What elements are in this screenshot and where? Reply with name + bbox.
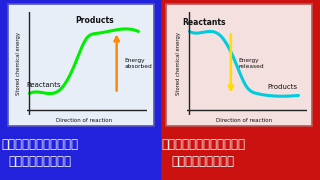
Text: Direction of reaction: Direction of reaction (56, 118, 112, 123)
Text: Stored chemical energy: Stored chemical energy (16, 32, 21, 95)
Text: Direction of reaction: Direction of reaction (216, 118, 272, 123)
FancyBboxPatch shape (166, 4, 312, 126)
Text: Products: Products (267, 84, 297, 90)
Text: Reactants: Reactants (26, 82, 61, 88)
Text: Stored chemical energy: Stored chemical energy (176, 32, 181, 95)
Bar (0, 0, 160, 180)
Text: ఎక్సోథర్మిక్
రియాక్సన్: ఎక్సోథర్మిక్ రియాక్సన్ (161, 138, 245, 168)
Text: ఎండోథర్మిక్
రియాక్సన్: ఎండోథర్మిక్ రియాక్సన్ (2, 138, 78, 168)
Text: Energy
absorbed: Energy absorbed (124, 58, 152, 69)
Text: Products: Products (76, 16, 114, 25)
Text: Reactants: Reactants (182, 18, 225, 27)
FancyBboxPatch shape (8, 4, 154, 126)
Text: Energy
released: Energy released (238, 58, 264, 69)
Bar (160, 0, 320, 180)
